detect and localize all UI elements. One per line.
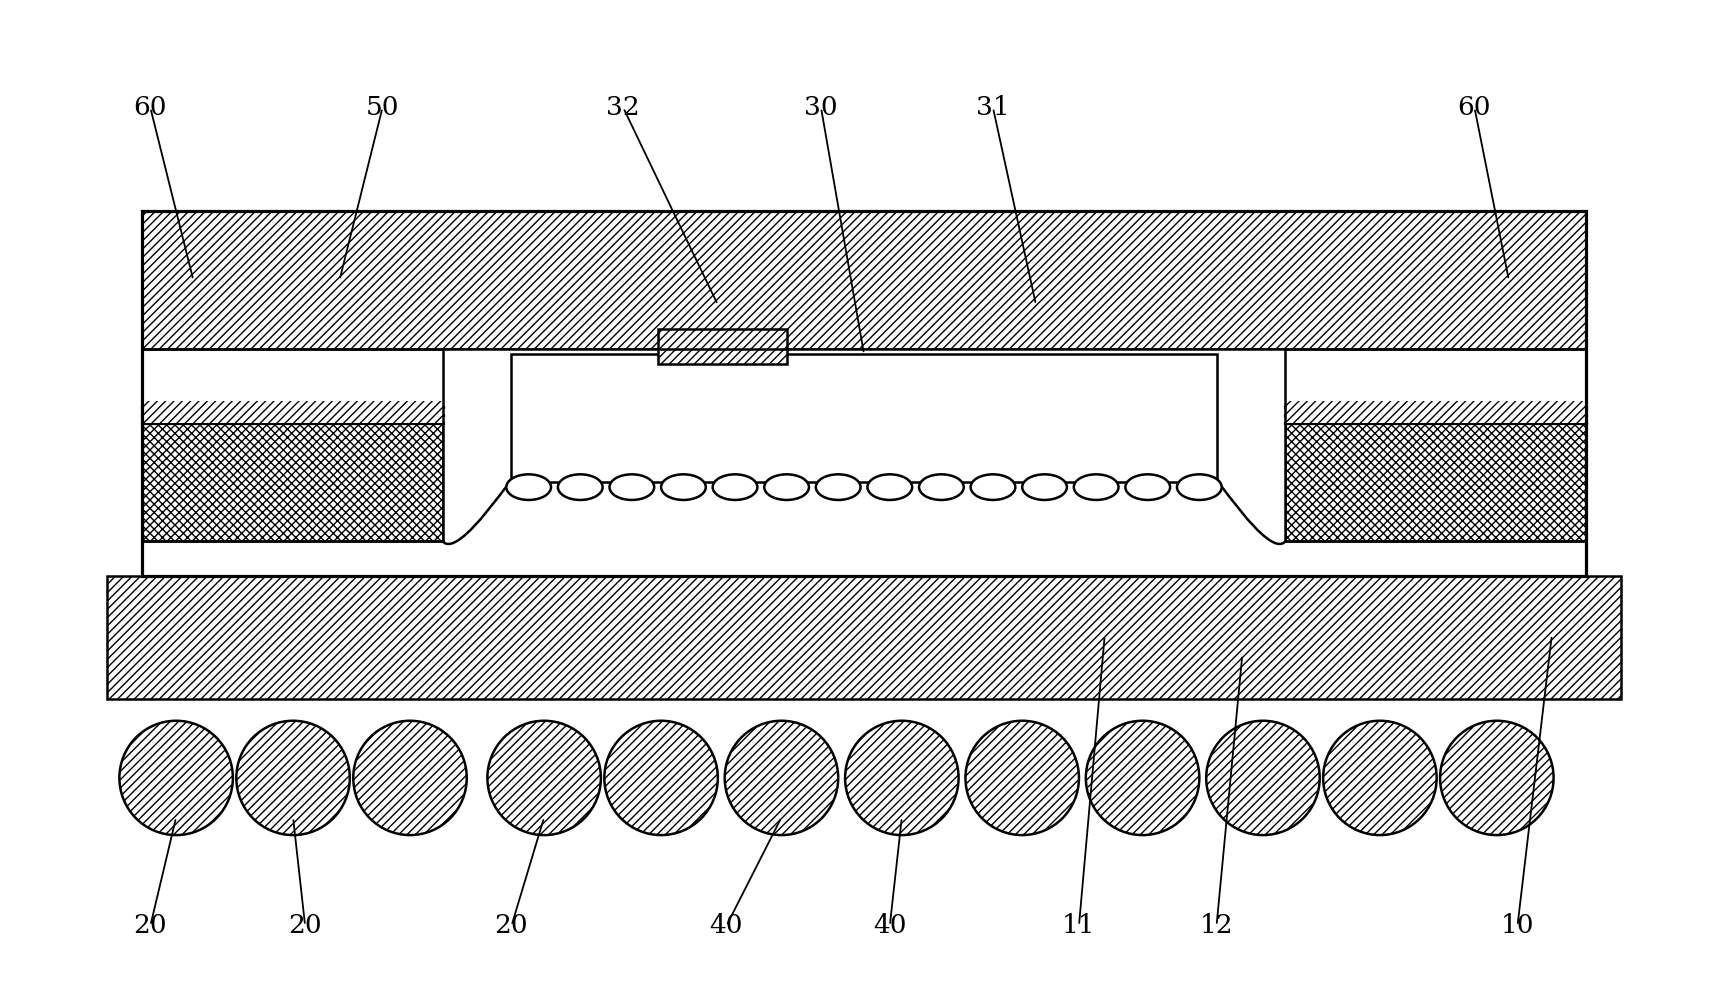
Text: 60: 60 — [1458, 95, 1491, 120]
Ellipse shape — [1324, 721, 1436, 835]
Ellipse shape — [724, 721, 838, 835]
Text: 12: 12 — [1199, 913, 1234, 938]
Bar — [142, 211, 1586, 349]
Ellipse shape — [1206, 721, 1320, 835]
Ellipse shape — [487, 721, 601, 835]
Text: 40: 40 — [873, 913, 907, 938]
Circle shape — [867, 474, 912, 500]
Bar — [442, 349, 1286, 542]
Circle shape — [1177, 474, 1222, 500]
Circle shape — [558, 474, 603, 500]
Ellipse shape — [605, 721, 717, 835]
Text: 20: 20 — [494, 913, 529, 938]
Circle shape — [1125, 474, 1170, 500]
Text: 30: 30 — [804, 95, 838, 120]
Circle shape — [506, 474, 551, 500]
Circle shape — [712, 474, 757, 500]
Text: 31: 31 — [976, 95, 1009, 120]
Circle shape — [816, 474, 861, 500]
Ellipse shape — [1085, 721, 1199, 835]
Circle shape — [919, 474, 964, 500]
Text: 20: 20 — [289, 913, 321, 938]
Circle shape — [610, 474, 655, 500]
Bar — [1286, 423, 1586, 542]
Circle shape — [971, 474, 1016, 500]
Text: 50: 50 — [366, 95, 399, 120]
Text: 20: 20 — [133, 913, 168, 938]
Ellipse shape — [119, 721, 233, 835]
Circle shape — [1073, 474, 1118, 500]
Text: 32: 32 — [607, 95, 639, 120]
Bar — [107, 576, 1621, 699]
Ellipse shape — [966, 721, 1078, 835]
Ellipse shape — [845, 721, 959, 835]
Ellipse shape — [237, 721, 349, 835]
Ellipse shape — [1439, 721, 1553, 835]
Bar — [511, 354, 1217, 482]
Text: 11: 11 — [1063, 913, 1096, 938]
Circle shape — [662, 474, 705, 500]
Circle shape — [1023, 474, 1066, 500]
Bar — [1286, 402, 1586, 423]
Bar — [142, 402, 442, 423]
Text: 10: 10 — [1500, 913, 1534, 938]
Text: 60: 60 — [133, 95, 168, 120]
Bar — [142, 423, 442, 542]
Circle shape — [764, 474, 809, 500]
Text: 40: 40 — [710, 913, 743, 938]
Bar — [658, 329, 786, 364]
Bar — [142, 211, 1586, 576]
Ellipse shape — [353, 721, 467, 835]
